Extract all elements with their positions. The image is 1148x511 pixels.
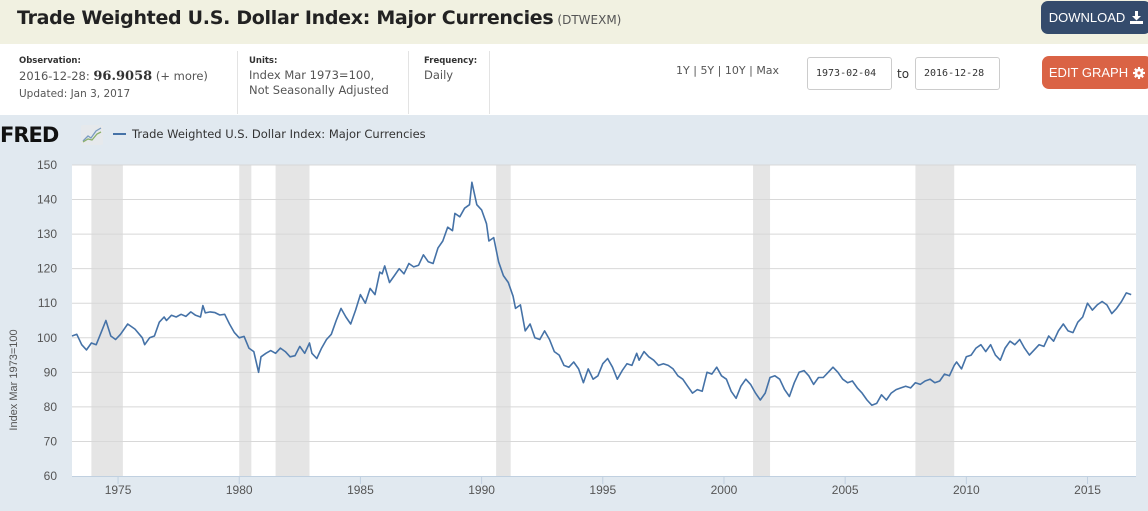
units-panel: Units: Index Mar 1973=100, Not Seasonall… [249,51,409,114]
line-chart: 60 70 80 90 100 110 120 130 140 150 1975 1980 1985 1… [8,158,1136,497]
range-5y[interactable]: 5Y [700,64,715,77]
y-tick-label: 90 [44,365,58,379]
series-line [71,181,1132,406]
frequency-value: Daily [424,68,454,82]
more-link[interactable]: (+ more) [155,69,208,83]
y-axis-label: Index Mar 1973=100 [8,329,20,430]
range-max[interactable]: Max [756,64,780,77]
recession-band [753,165,771,476]
y-tick-label: 80 [44,400,58,414]
range-separator: | [749,64,753,77]
legend-swatch [113,133,126,135]
plot-background [72,165,1136,476]
x-tick-label: 2000 [711,483,738,497]
recession-band [91,165,123,476]
recession-band [496,165,511,476]
edit-graph-label: EDIT GRAPH [1048,65,1129,80]
series-code: (DTWEXM) [557,13,622,27]
observation-label: Observation: [19,56,81,66]
range-selector: 1Y | 5Y | 10Y | Max [676,64,779,77]
download-icon [1130,11,1144,24]
start-date-input[interactable] [807,57,892,90]
range-1y[interactable]: 1Y [676,64,690,77]
line-chart-icon [81,125,103,145]
y-tick-label: 60 [44,469,58,483]
end-date-input[interactable] [915,57,1000,90]
y-tick-label: 70 [44,434,58,448]
y-tick-label: 100 [37,331,57,345]
frequency-panel: Frequency: Daily [424,51,490,114]
range-10y[interactable]: 10Y [724,64,746,77]
x-tick-label: 1980 [226,483,253,497]
recession-band [239,165,252,476]
y-tick-label: 110 [38,296,57,310]
title-bar: Trade Weighted U.S. Dollar Index: Major … [0,0,1148,44]
updated-date: Updated: Jan 3, 2017 [19,88,131,100]
x-tick-label: 1985 [347,483,374,497]
recession-band [915,165,955,476]
units-line2: Not Seasonally Adjusted [249,83,389,97]
x-tick-label: 2010 [953,483,980,497]
x-tick-label: 1975 [105,483,132,497]
download-label: DOWNLOAD [1048,10,1126,25]
download-button[interactable]: DOWNLOAD [1041,1,1148,34]
observation-panel: Observation: 2016-12-28: 96.9058 (+ more… [19,51,238,114]
y-tick-label: 120 [37,262,57,276]
x-tick-label: 2005 [832,483,859,497]
y-tick-label: 140 [37,193,57,207]
observation-date: 2016-12-28: [19,69,90,83]
gear-icon [1133,66,1146,79]
chart-legend: Trade Weighted U.S. Dollar Index: Major … [113,127,426,141]
x-tick-label: 1990 [468,483,495,497]
y-tick-label: 150 [37,158,57,172]
legend-label: Trade Weighted U.S. Dollar Index: Major … [132,127,426,141]
series-title: Trade Weighted U.S. Dollar Index: Major … [17,7,554,29]
units-label: Units: [249,56,278,66]
y-tick-label: 130 [37,227,57,241]
range-separator: | [693,64,697,77]
x-tick-label: 1995 [589,483,616,497]
units-line1: Index Mar 1973=100, [249,68,375,82]
frequency-label: Frequency: [424,56,478,66]
x-tick-label: 2015 [1074,483,1101,497]
observation-value: 96.9058 [93,69,153,84]
recession-band [275,165,310,476]
edit-graph-button[interactable]: EDIT GRAPH [1042,56,1148,89]
page-title: Trade Weighted U.S. Dollar Index: Major … [17,7,621,29]
fred-logo[interactable]: FRED [0,123,59,147]
fred-logo-text: FRED [0,123,59,147]
range-separator: | [717,64,722,77]
to-label: to [897,67,910,81]
